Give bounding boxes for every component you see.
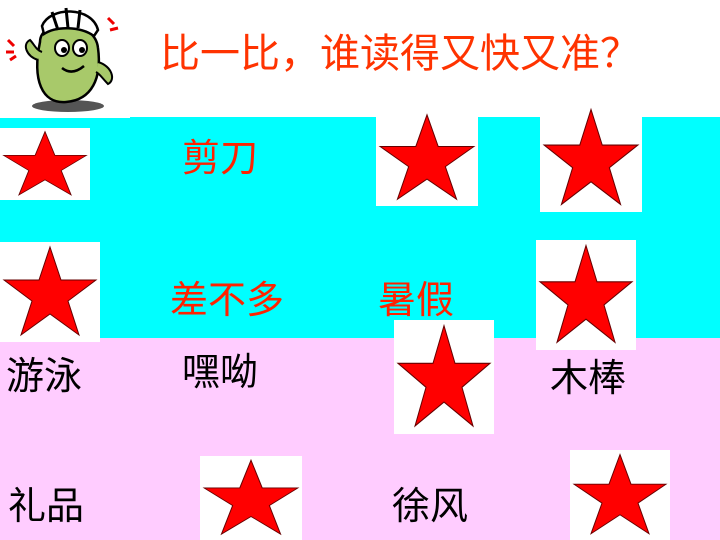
star-card-3[interactable]	[540, 104, 642, 212]
word-row4-3[interactable]: 徐风	[392, 484, 469, 528]
word-row3-4[interactable]: 木棒	[550, 356, 627, 400]
star-card-8[interactable]	[570, 450, 670, 540]
star-card-4[interactable]	[0, 242, 100, 342]
red-star-icon	[202, 458, 300, 536]
word-row2-2[interactable]: 差不多	[170, 278, 285, 322]
word-row1-2[interactable]: 剪刀	[182, 136, 259, 180]
red-star-icon	[538, 243, 634, 344]
star-card-2[interactable]	[376, 110, 478, 206]
red-star-icon	[2, 130, 88, 196]
red-star-icon	[572, 453, 668, 535]
word-row3-2[interactable]: 嘿呦	[182, 350, 259, 394]
cartoon-bean-mascot-icon	[0, 0, 130, 118]
word-row3-1[interactable]: 游泳	[6, 354, 83, 398]
star-card-5[interactable]	[536, 240, 636, 350]
red-star-icon	[378, 113, 476, 201]
red-star-icon	[542, 107, 640, 206]
star-card-1[interactable]	[0, 128, 90, 200]
word-row4-1[interactable]: 礼品	[8, 484, 85, 528]
word-row2-3[interactable]: 暑假	[378, 278, 455, 322]
star-card-6[interactable]	[394, 320, 494, 434]
red-star-icon	[2, 245, 98, 337]
star-card-7[interactable]	[200, 456, 302, 540]
red-star-icon	[396, 323, 492, 428]
page-title: 比一比，谁读得又快又准？	[160, 31, 640, 77]
